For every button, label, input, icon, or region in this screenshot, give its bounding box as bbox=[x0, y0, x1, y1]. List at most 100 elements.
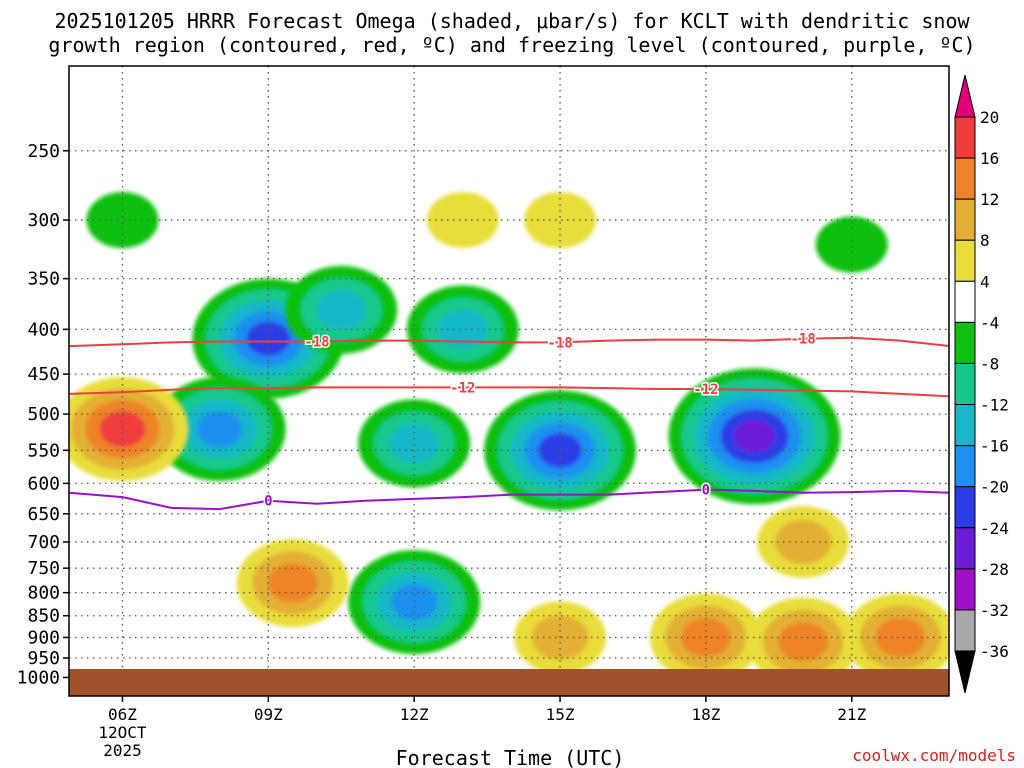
colorbar-segment bbox=[954, 445, 976, 488]
colorbar-segment bbox=[954, 239, 976, 282]
contour-label: -18 bbox=[790, 332, 815, 348]
ascent-region bbox=[406, 285, 519, 374]
y-tick-label: 800 bbox=[27, 583, 60, 604]
omega-band bbox=[316, 290, 367, 330]
x-tick-label: 12Z bbox=[400, 705, 429, 724]
subsidence-region bbox=[426, 192, 499, 249]
chart-title-line-1: 2025101205 HRRR Forecast Omega (shaded, … bbox=[54, 9, 970, 33]
contour-label: -18 bbox=[304, 334, 329, 350]
subsidence-region bbox=[747, 597, 860, 686]
contour-label: 0 bbox=[702, 483, 710, 499]
y-axis: 2503003504004505005506006507007508008509… bbox=[17, 141, 69, 688]
omega-band bbox=[437, 309, 488, 349]
omega-band bbox=[875, 617, 926, 657]
ascent-region bbox=[86, 192, 159, 249]
x-tick-label: 09Z bbox=[254, 705, 283, 724]
ascent-region bbox=[348, 550, 481, 655]
colorbar-segment bbox=[954, 116, 976, 159]
omega-band bbox=[733, 419, 776, 453]
omega-band bbox=[426, 192, 499, 249]
y-tick-label: 350 bbox=[27, 269, 60, 290]
y-tick-label: 650 bbox=[27, 504, 60, 525]
colorbar-segment bbox=[954, 486, 976, 529]
y-tick-label: 450 bbox=[27, 364, 60, 385]
colorbar-bottom-arrow bbox=[954, 650, 976, 694]
colorbar-segment bbox=[954, 198, 976, 241]
colorbar-label: -28 bbox=[980, 560, 1009, 579]
y-tick-label: 750 bbox=[27, 558, 60, 579]
y-tick-label: 550 bbox=[27, 440, 60, 461]
x-axis-title: Forecast Time (UTC) bbox=[396, 746, 625, 768]
ascent-region bbox=[358, 399, 471, 488]
y-tick-label: 300 bbox=[27, 210, 60, 231]
omega-band bbox=[774, 519, 832, 565]
colorbar-segment bbox=[954, 568, 976, 611]
omega-band bbox=[196, 410, 243, 448]
colorbar-segment bbox=[954, 404, 976, 447]
plot-frame bbox=[68, 65, 950, 697]
colorbar-label: 4 bbox=[980, 272, 990, 291]
y-tick-label: 500 bbox=[27, 404, 60, 425]
colorbar-segment bbox=[954, 527, 976, 570]
colorbar-label: -4 bbox=[980, 313, 999, 332]
colorbar-label: -16 bbox=[980, 437, 1009, 456]
colorbar-top-arrow bbox=[954, 74, 976, 118]
colorbar: 20 16 12 8 4 -4 -8 -12 -16 -20 -24 -28 -32 -36 bbox=[954, 74, 1009, 694]
omega-band bbox=[524, 192, 597, 249]
colorbar-segment bbox=[954, 362, 976, 406]
y-tick-label: 700 bbox=[27, 532, 60, 553]
y-tick-label: 950 bbox=[27, 648, 60, 669]
surface-ground bbox=[69, 669, 949, 696]
subsidence-region bbox=[524, 192, 597, 249]
y-tick-label: 900 bbox=[27, 627, 60, 648]
y-tick-label: 250 bbox=[27, 141, 60, 162]
x-tick-date: 12OCT bbox=[98, 723, 147, 742]
x-tick-year: 2025 bbox=[103, 741, 142, 760]
contour-line bbox=[69, 386, 949, 398]
colorbar-segment bbox=[954, 280, 976, 323]
colorbar-label: 8 bbox=[980, 231, 990, 250]
omega-band bbox=[778, 622, 829, 662]
colorbar-label: 12 bbox=[980, 190, 999, 209]
omega-band bbox=[815, 216, 888, 273]
contour-label: -12 bbox=[693, 382, 718, 398]
colorbar-label: -36 bbox=[980, 642, 1009, 661]
plot-area: -18 -18 -18 -12 -12 0 0 bbox=[68, 65, 950, 697]
colorbar-segment bbox=[954, 321, 976, 364]
contour-label: 0 bbox=[264, 494, 272, 510]
colorbar-segment bbox=[954, 609, 976, 652]
chart-title-line-2: growth region (contoured, red, ºC) and f… bbox=[48, 33, 975, 57]
colorbar-label: -20 bbox=[980, 478, 1009, 497]
subsidence-region bbox=[236, 539, 349, 628]
omega-shading bbox=[69, 192, 949, 686]
contour-line bbox=[69, 336, 949, 348]
omega-band bbox=[391, 583, 438, 621]
colorbar-label: 16 bbox=[980, 149, 999, 168]
y-tick-label: 600 bbox=[27, 473, 60, 494]
colorbar-label: -8 bbox=[980, 354, 999, 373]
ascent-region bbox=[668, 368, 841, 505]
colorbar-label: -12 bbox=[980, 396, 1009, 415]
y-tick-label: 400 bbox=[27, 319, 60, 340]
subsidence-region bbox=[757, 505, 850, 578]
subsidence-region bbox=[844, 593, 949, 682]
x-tick-label: 15Z bbox=[546, 705, 575, 724]
x-tick-label: 18Z bbox=[691, 705, 720, 724]
colorbar-label: -24 bbox=[980, 519, 1009, 538]
y-tick-label: 1000 bbox=[17, 667, 60, 688]
contour-label: -18 bbox=[547, 335, 572, 351]
colorbar-label: 20 bbox=[980, 108, 999, 127]
omega-band bbox=[86, 192, 159, 249]
omega-band bbox=[246, 321, 291, 356]
x-tick-label: 21Z bbox=[837, 705, 866, 724]
omega-band bbox=[99, 410, 146, 448]
ascent-region bbox=[815, 216, 888, 273]
x-tick-label: 06Z bbox=[108, 705, 137, 724]
contour-line bbox=[69, 488, 949, 511]
omega-band bbox=[267, 563, 318, 603]
omega-band bbox=[389, 423, 440, 463]
credit-text[interactable]: coolwx.com/models bbox=[852, 746, 1016, 765]
y-tick-label: 850 bbox=[27, 606, 60, 627]
